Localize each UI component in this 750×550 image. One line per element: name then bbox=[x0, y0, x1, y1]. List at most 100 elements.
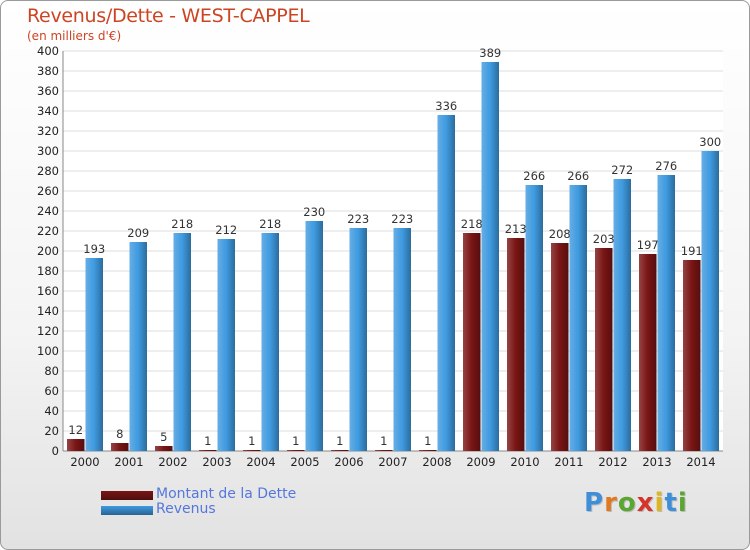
data-label: 336 bbox=[435, 99, 457, 113]
data-label: 218 bbox=[259, 217, 281, 231]
y-tick-label: 360 bbox=[37, 84, 59, 98]
y-tick-label: 80 bbox=[44, 364, 59, 378]
data-label: 1 bbox=[248, 434, 255, 448]
data-label: 266 bbox=[523, 169, 545, 183]
bar-dette bbox=[199, 450, 217, 451]
legend-swatch-revenus bbox=[101, 506, 153, 515]
x-tick-label: 2006 bbox=[334, 455, 363, 469]
y-tick-label: 280 bbox=[37, 164, 59, 178]
data-label: 12 bbox=[68, 423, 83, 437]
bar-revenus bbox=[129, 242, 147, 451]
y-tick-label: 240 bbox=[37, 204, 59, 218]
y-tick-label: 220 bbox=[37, 224, 59, 238]
legend-swatch-dette bbox=[101, 491, 153, 500]
bar-revenus bbox=[657, 175, 675, 451]
bar-revenus bbox=[261, 233, 279, 451]
bar-dette bbox=[375, 450, 393, 451]
data-label: 208 bbox=[549, 227, 571, 241]
y-tick-label: 200 bbox=[37, 244, 59, 258]
x-tick-label: 2002 bbox=[158, 455, 187, 469]
y-tick-label: 380 bbox=[37, 64, 59, 78]
bar-revenus bbox=[173, 233, 191, 451]
data-label: 191 bbox=[681, 244, 703, 258]
x-tick-label: 2009 bbox=[466, 455, 495, 469]
y-tick-label: 300 bbox=[37, 144, 59, 158]
data-label: 5 bbox=[160, 430, 167, 444]
y-tick-label: 400 bbox=[37, 44, 59, 58]
x-tick-label: 2014 bbox=[686, 455, 715, 469]
bar-revenus bbox=[217, 239, 235, 451]
bar-revenus bbox=[349, 228, 367, 451]
y-tick-label: 320 bbox=[37, 124, 59, 138]
logo-letter: P bbox=[584, 488, 605, 518]
logo-letter: t bbox=[664, 488, 678, 518]
data-label: 223 bbox=[391, 212, 413, 226]
data-label: 1 bbox=[336, 434, 343, 448]
y-tick-label: 260 bbox=[37, 184, 59, 198]
logo-letter: i bbox=[677, 488, 688, 518]
bar-dette bbox=[507, 238, 525, 451]
data-label: 209 bbox=[127, 226, 149, 240]
legend-label-dette: Montant de la Dette bbox=[156, 486, 297, 502]
bar-dette bbox=[639, 254, 657, 451]
data-label: 218 bbox=[461, 217, 483, 231]
logo-letter: r bbox=[604, 488, 618, 518]
bar-dette bbox=[463, 233, 481, 451]
proxiti-logo: Proxiti bbox=[584, 488, 688, 518]
bar-revenus bbox=[525, 185, 543, 451]
y-tick-label: 140 bbox=[37, 304, 59, 318]
bar-revenus bbox=[393, 228, 411, 451]
data-label: 197 bbox=[637, 238, 659, 252]
data-label: 223 bbox=[347, 212, 369, 226]
bar-dette bbox=[551, 243, 569, 451]
bar-dette bbox=[331, 450, 349, 451]
data-label: 266 bbox=[567, 169, 589, 183]
data-label: 230 bbox=[303, 205, 325, 219]
x-tick-label: 2012 bbox=[598, 455, 627, 469]
x-tick-label: 2001 bbox=[114, 455, 143, 469]
data-label: 8 bbox=[116, 427, 123, 441]
data-label: 213 bbox=[505, 222, 527, 236]
bar-revenus bbox=[305, 221, 323, 451]
x-tick-label: 2007 bbox=[378, 455, 407, 469]
bar-revenus bbox=[613, 179, 631, 451]
bar-revenus bbox=[481, 62, 499, 451]
bar-dette bbox=[111, 443, 129, 451]
logo-letter: i bbox=[654, 488, 665, 518]
data-label: 1 bbox=[292, 434, 299, 448]
chart-title: Revenus/Dette - WEST-CAPPEL bbox=[27, 5, 310, 27]
data-label: 1 bbox=[424, 434, 431, 448]
data-label: 272 bbox=[611, 163, 633, 177]
bar-dette bbox=[419, 450, 437, 451]
data-label: 1 bbox=[380, 434, 387, 448]
bar-dette bbox=[67, 439, 85, 451]
data-label: 300 bbox=[699, 135, 721, 149]
x-tick-label: 2005 bbox=[290, 455, 319, 469]
y-tick-label: 160 bbox=[37, 284, 59, 298]
logo-letter: o bbox=[617, 488, 637, 518]
x-tick-label: 2008 bbox=[422, 455, 451, 469]
x-tick-label: 2010 bbox=[510, 455, 539, 469]
data-label: 389 bbox=[479, 46, 501, 60]
y-tick-label: 60 bbox=[44, 384, 59, 398]
y-tick-label: 180 bbox=[37, 264, 59, 278]
bar-dette bbox=[243, 450, 261, 451]
chart-subtitle: (en milliers d'€) bbox=[27, 29, 122, 43]
bar-dette bbox=[287, 450, 305, 451]
bar-revenus bbox=[569, 185, 587, 451]
x-tick-label: 2011 bbox=[554, 455, 583, 469]
y-tick-label: 40 bbox=[44, 404, 59, 418]
data-label: 1 bbox=[204, 434, 211, 448]
y-tick-label: 20 bbox=[44, 424, 59, 438]
y-tick-label: 340 bbox=[37, 104, 59, 118]
data-label: 193 bbox=[83, 242, 105, 256]
x-tick-label: 2004 bbox=[246, 455, 275, 469]
bar-revenus bbox=[701, 151, 719, 451]
x-tick-label: 2003 bbox=[202, 455, 231, 469]
y-tick-label: 120 bbox=[37, 324, 59, 338]
data-label: 218 bbox=[171, 217, 193, 231]
data-label: 212 bbox=[215, 223, 237, 237]
x-tick-label: 2013 bbox=[642, 455, 671, 469]
